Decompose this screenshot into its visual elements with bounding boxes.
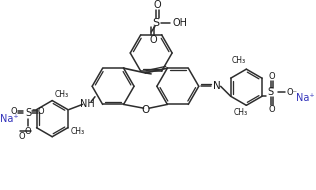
Text: O: O: [268, 105, 275, 114]
Text: O: O: [10, 107, 17, 116]
Text: O: O: [38, 107, 45, 116]
Text: O: O: [25, 127, 31, 136]
Text: CH₃: CH₃: [70, 127, 84, 136]
Text: O: O: [153, 0, 161, 10]
Text: S: S: [268, 87, 274, 97]
Text: O: O: [18, 132, 25, 141]
Text: CH₃: CH₃: [55, 90, 69, 99]
Text: O: O: [141, 105, 149, 115]
Text: CH₃: CH₃: [232, 56, 246, 65]
Text: CH₃: CH₃: [234, 108, 248, 117]
Text: S: S: [25, 108, 31, 118]
Text: Na⁺: Na⁺: [296, 93, 315, 103]
Text: NH: NH: [80, 99, 95, 109]
Text: N: N: [213, 81, 221, 91]
Text: OH: OH: [172, 17, 187, 28]
Text: S: S: [152, 17, 160, 28]
Text: Na⁺: Na⁺: [0, 114, 18, 124]
Text: O: O: [268, 72, 275, 81]
Text: O: O: [149, 35, 157, 45]
Text: O⁻: O⁻: [287, 88, 298, 97]
